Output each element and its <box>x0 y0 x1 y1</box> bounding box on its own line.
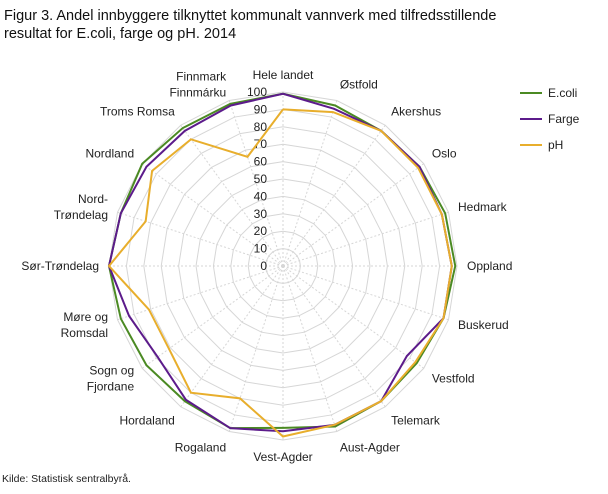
spoke <box>141 163 284 267</box>
grid-ring <box>247 230 319 302</box>
spoke <box>282 265 449 321</box>
legend-label: Farge <box>548 112 580 126</box>
r-tick-label: 40 <box>254 189 268 203</box>
spoke <box>282 265 338 432</box>
category-label: Hedmark <box>458 200 508 214</box>
spoke <box>282 163 425 267</box>
category-label: Vest-Agder <box>253 450 312 464</box>
source: Kilde: Statistisk sentralbyrå. <box>2 473 131 485</box>
r-tick-label: 80 <box>254 120 268 134</box>
series-line <box>107 92 457 430</box>
chart-title: Figur 3. Andel innbyggere tilknyttet kom… <box>4 8 496 42</box>
category-label: Hele landet <box>253 68 314 82</box>
spoke <box>180 124 284 267</box>
category-label: Østfold <box>340 77 378 91</box>
spoke <box>282 124 386 267</box>
grid-ring <box>195 178 371 354</box>
category-label: Sogn og Fjordane <box>87 363 135 393</box>
r-tick-label: 100 <box>247 85 267 99</box>
series-line <box>107 108 453 438</box>
spoke <box>282 100 338 267</box>
spoke <box>228 100 284 267</box>
category-label: Buskerud <box>458 318 509 332</box>
category-label: Telemark <box>391 414 441 428</box>
spoke <box>282 265 425 369</box>
r-tick-label: 50 <box>254 172 268 186</box>
grid-ring <box>143 126 423 406</box>
r-tick-label: 70 <box>254 137 268 151</box>
category-label: Troms Romsa <box>100 104 175 118</box>
category-label: Finnmark Finnmárku <box>169 69 227 99</box>
category-label: Nord-Trøndelag <box>54 192 108 222</box>
category-label: Oslo <box>432 147 457 161</box>
r-tick-label: 90 <box>254 102 268 116</box>
category-label: Akershus <box>391 104 441 118</box>
category-label: Aust-Agder <box>340 441 400 455</box>
r-tick-label: 20 <box>254 224 268 238</box>
spoke <box>282 211 449 267</box>
spoke <box>117 265 284 321</box>
spoke <box>282 265 386 408</box>
category-label: Rogaland <box>175 441 226 455</box>
series-line <box>107 92 453 433</box>
r-tick-label: 0 <box>260 259 267 273</box>
category-label: Nordland <box>85 147 134 161</box>
spoke <box>180 265 284 408</box>
legend-label: pH <box>548 138 563 152</box>
category-label: Hordaland <box>119 414 174 428</box>
spoke <box>228 265 284 432</box>
category-label: Vestfold <box>432 371 475 385</box>
legend-label: E.coli <box>548 86 577 100</box>
spoke <box>141 265 284 369</box>
category-label: Sør-Trøndelag <box>21 259 99 273</box>
category-label: Møre og Romsdal <box>61 310 108 340</box>
r-tick-label: 60 <box>254 155 268 169</box>
r-tick-label: 10 <box>254 242 268 256</box>
category-label: Oppland <box>467 259 512 273</box>
r-tick-label: 30 <box>254 207 268 221</box>
